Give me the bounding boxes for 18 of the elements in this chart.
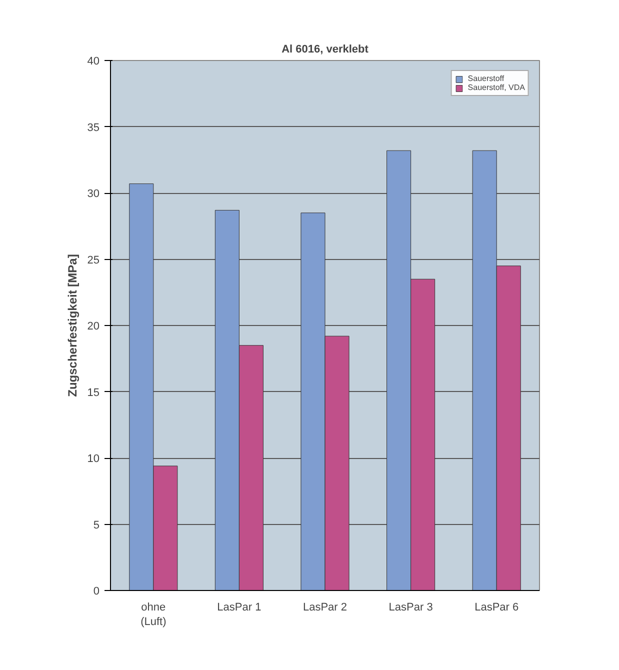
legend-label: Sauerstoff, VDA (468, 83, 525, 92)
y-tick-label: 30 (87, 188, 100, 200)
legend-label: Sauerstoff (468, 74, 504, 83)
y-tick-label: 40 (87, 56, 100, 68)
x-tick-label: LasPar 2 (302, 602, 348, 614)
chart-title: Al 6016, verklebt (282, 44, 369, 56)
y-tick-label: 25 (87, 254, 100, 266)
y-tick-label: 0 (93, 586, 100, 598)
y-tick-label: 35 (87, 122, 100, 134)
y-tick-label: 15 (87, 386, 100, 399)
y-axis-title: Zugscherfestigkeit [MPa] (65, 254, 80, 397)
y-tick-label: 10 (87, 453, 100, 465)
y-tick-label: 5 (93, 519, 100, 532)
x-tick-label: LasPar 6 (474, 602, 519, 614)
x-tick-label: LasPar 1 (217, 602, 262, 614)
y-tick-label: 20 (87, 320, 100, 332)
x-tick-label: LasPar 3 (388, 602, 433, 614)
x-tick-label: ohne (Luft) (140, 602, 166, 628)
